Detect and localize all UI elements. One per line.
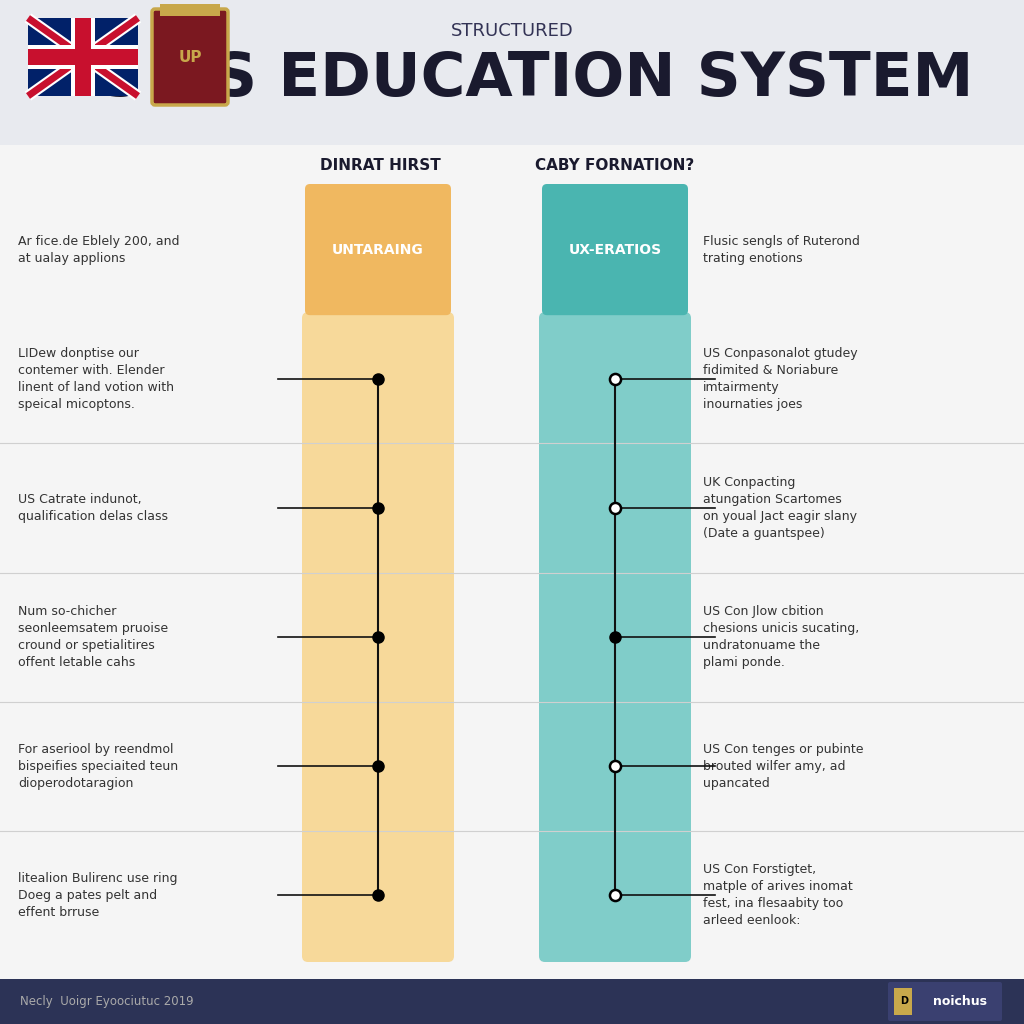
Text: VS US EDUCATION SYSTEM: VS US EDUCATION SYSTEM	[51, 50, 973, 109]
Text: UK Conpacting
atungation Scartomes
on youal Jact eagir slany
(Date a guantspee): UK Conpacting atungation Scartomes on yo…	[703, 476, 857, 540]
Text: STRUCTURED: STRUCTURED	[451, 22, 573, 40]
Bar	[160, 4, 220, 16]
Bar	[894, 988, 912, 1015]
Text: US Con Jlow cbition
chesions unicis sucating,
undratonuame the
plami ponde.: US Con Jlow cbition chesions unicis suca…	[703, 605, 859, 669]
Bar	[75, 18, 91, 96]
Bar	[28, 49, 138, 65]
Text: D: D	[900, 996, 908, 1007]
Text: US Con Forstigtet,
matple of arives inomat
fest, ina flesaabity too
arleed eenlo: US Con Forstigtet, matple of arives inom…	[703, 863, 853, 928]
Text: DINRAT HIRST: DINRAT HIRST	[319, 158, 440, 173]
Bar	[0, 979, 1024, 1024]
FancyBboxPatch shape	[542, 184, 688, 315]
Bar	[0, 0, 1024, 145]
FancyBboxPatch shape	[305, 184, 451, 315]
FancyBboxPatch shape	[888, 982, 1002, 1021]
Text: Flusic sengls of Ruterond
trating enotions: Flusic sengls of Ruterond trating enotio…	[703, 234, 860, 264]
Text: LIDew donptise our
contemer with. Elender
linent of land votion with
speical mic: LIDew donptise our contemer with. Elende…	[18, 347, 174, 411]
Text: Ar fice.de Eblely 200, and
at ualay applions: Ar fice.de Eblely 200, and at ualay appl…	[18, 234, 179, 264]
Text: UP: UP	[178, 49, 202, 65]
Text: noichus: noichus	[933, 995, 987, 1008]
Text: litealion Bulirenc use ring
Doeg a pates pelt and
effent brruse: litealion Bulirenc use ring Doeg a pates…	[18, 871, 177, 919]
Text: UNTARAING: UNTARAING	[332, 243, 424, 257]
Bar	[28, 45, 138, 69]
FancyBboxPatch shape	[302, 312, 454, 962]
Text: For aseriool by reendmol
bispeifies speciaited teun
dioperodotaragion: For aseriool by reendmol bispeifies spec…	[18, 742, 178, 790]
Text: UX-ERATIOS: UX-ERATIOS	[568, 243, 662, 257]
Text: US Con tenges or pubinte
brouted wilfer amy, ad
upancated: US Con tenges or pubinte brouted wilfer …	[703, 742, 863, 790]
FancyBboxPatch shape	[539, 312, 691, 962]
Text: US Catrate indunot,
qualification delas class: US Catrate indunot, qualification delas …	[18, 493, 168, 523]
Bar	[28, 18, 138, 96]
Text: US Conpasonalot gtudey
fidimited & Noriabure
imtairmenty
inournaties joes: US Conpasonalot gtudey fidimited & Noria…	[703, 347, 858, 411]
Text: Num so-chicher
seonleemsatem pruoise
cround or spetialitires
offent letable cahs: Num so-chicher seonleemsatem pruoise cro…	[18, 605, 168, 669]
Bar	[71, 18, 95, 96]
FancyBboxPatch shape	[152, 9, 228, 105]
Text: Necly  Uoigr Eyoociutuc 2019: Necly Uoigr Eyoociutuc 2019	[20, 995, 194, 1008]
Text: CABY FORNATION?: CABY FORNATION?	[536, 158, 694, 173]
